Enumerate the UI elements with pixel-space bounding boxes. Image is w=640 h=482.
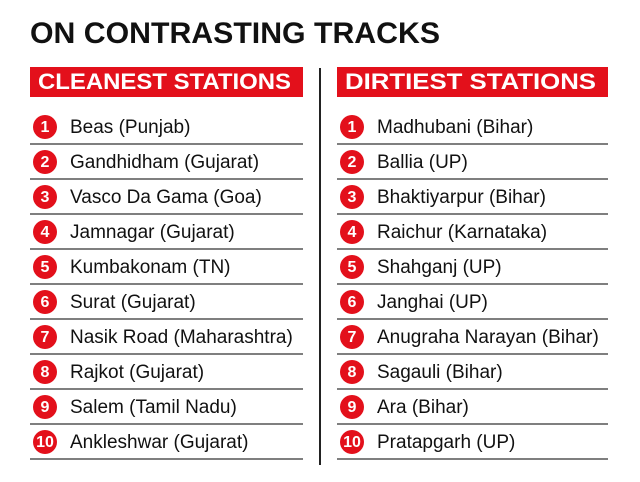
header-bar bbox=[30, 67, 303, 97]
station-name: Surat (Gujarat) bbox=[70, 292, 196, 313]
station-name: Gandhidham (Gujarat) bbox=[70, 152, 259, 173]
rank-badge bbox=[33, 185, 57, 209]
rank-number: 2 bbox=[41, 154, 50, 171]
station-name: Salem (Tamil Nadu) bbox=[70, 397, 237, 418]
rank-number: 5 bbox=[348, 259, 357, 276]
rank-number: 1 bbox=[348, 119, 357, 136]
rank-number: 3 bbox=[348, 189, 357, 206]
rank-number: 1 bbox=[41, 119, 50, 136]
station-name: Ara (Bihar) bbox=[377, 397, 469, 418]
rank-badge bbox=[340, 255, 364, 279]
rank-number: 8 bbox=[348, 364, 357, 381]
rank-badge bbox=[340, 115, 364, 139]
station-name: Ballia (UP) bbox=[377, 152, 468, 173]
rank-badge bbox=[340, 185, 364, 209]
rank-badge bbox=[33, 395, 57, 419]
header-text: DIRTIEST STATIONS bbox=[345, 69, 596, 94]
rank-number: 2 bbox=[348, 154, 357, 171]
rank-number: 10 bbox=[343, 434, 361, 451]
station-name: Pratapgarh (UP) bbox=[377, 432, 515, 453]
rank-number: 8 bbox=[41, 364, 50, 381]
rank-badge bbox=[33, 430, 57, 454]
rank-number: 5 bbox=[41, 259, 50, 276]
station-name: Madhubani (Bihar) bbox=[377, 117, 533, 138]
rank-badge bbox=[33, 360, 57, 384]
rank-number: 7 bbox=[348, 329, 357, 346]
rank-badge bbox=[340, 220, 364, 244]
rank-number: 6 bbox=[41, 294, 50, 311]
rank-badge bbox=[340, 395, 364, 419]
rank-number: 7 bbox=[41, 329, 50, 346]
rank-badge bbox=[33, 115, 57, 139]
rank-number: 6 bbox=[348, 294, 357, 311]
station-name: Janghai (UP) bbox=[377, 292, 488, 313]
rank-badge bbox=[33, 325, 57, 349]
header-text: CLEANEST STATIONS bbox=[38, 69, 291, 94]
station-name: Nasik Road (Maharashtra) bbox=[70, 327, 293, 348]
rank-badge bbox=[33, 255, 57, 279]
rank-badge bbox=[33, 220, 57, 244]
station-name: Rajkot (Gujarat) bbox=[70, 362, 204, 383]
rank-badge bbox=[340, 150, 364, 174]
title: ON CONTRASTING TRACKS bbox=[30, 17, 440, 50]
station-name: Raichur (Karnataka) bbox=[377, 222, 547, 243]
station-name: Bhaktiyarpur (Bihar) bbox=[377, 187, 546, 208]
rank-badge bbox=[340, 430, 364, 454]
station-name: Beas (Punjab) bbox=[70, 117, 190, 138]
rank-number: 3 bbox=[41, 189, 50, 206]
rank-number: 4 bbox=[41, 224, 50, 241]
rank-number: 10 bbox=[36, 434, 54, 451]
station-name: Anugraha Narayan (Bihar) bbox=[377, 327, 599, 348]
rank-number: 9 bbox=[348, 399, 357, 416]
station-name: Sagauli (Bihar) bbox=[377, 362, 503, 383]
station-name: Kumbakonam (TN) bbox=[70, 257, 231, 278]
rank-badge bbox=[340, 360, 364, 384]
rank-badge bbox=[33, 290, 57, 314]
rank-number: 4 bbox=[348, 224, 357, 241]
station-name: Vasco Da Gama (Goa) bbox=[70, 187, 262, 208]
rank-badge bbox=[340, 325, 364, 349]
header-bar bbox=[337, 67, 608, 97]
rank-badge bbox=[33, 150, 57, 174]
rank-number: 9 bbox=[41, 399, 50, 416]
station-name: Ankleshwar (Gujarat) bbox=[70, 432, 248, 453]
rank-badge bbox=[340, 290, 364, 314]
station-name: Shahganj (UP) bbox=[377, 257, 502, 278]
station-name: Jamnagar (Gujarat) bbox=[70, 222, 235, 243]
